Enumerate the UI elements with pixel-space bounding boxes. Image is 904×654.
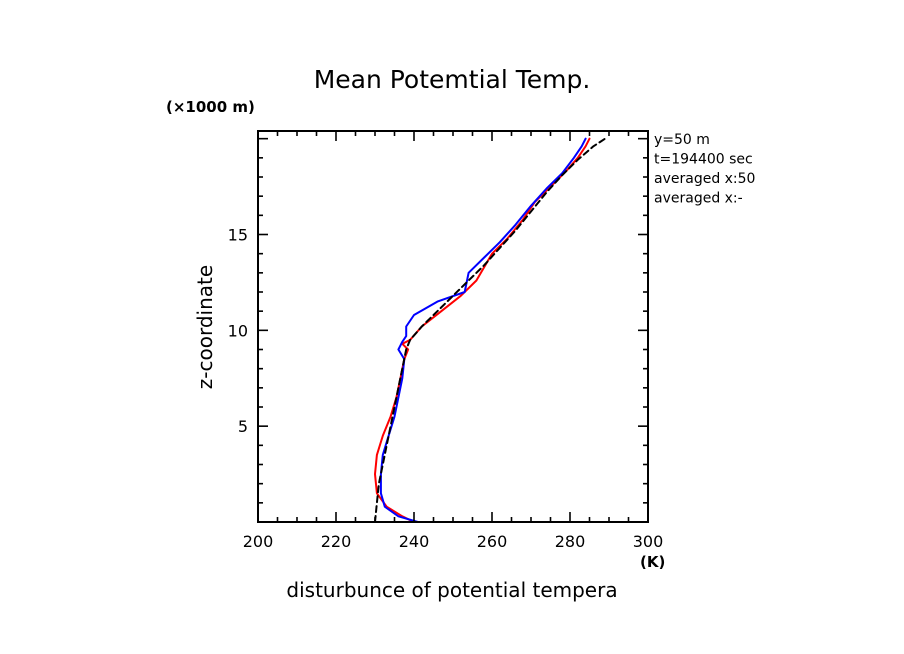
x-tick-label: 300 [633,532,664,551]
series-layer [374,137,607,522]
y-tick-label: 15 [228,226,248,245]
axes-layer: 200 220 240 260 280 300 5 10 15 [228,130,664,551]
annotation-line: y=50 m [654,132,710,148]
plot-frame [257,130,649,523]
y-tick-label: 10 [228,321,248,340]
x-unit-label: (K) [640,553,665,571]
x-tick-label: 240 [399,532,430,551]
x-tick-label: 260 [477,532,508,551]
x-axis-label: disturbunce of potential tempera [286,578,617,602]
x-tick-label: 200 [243,532,274,551]
annotation-line: averaged x:50 [654,171,755,187]
y-axis-label: z-coordinate [193,265,217,389]
annotation-line: t=194400 sec [654,152,753,168]
x-tick-label: 280 [555,532,586,551]
y-unit-label: (×1000 m) [166,98,255,116]
annotation-line: averaged x:- [654,191,743,207]
annotation-layer: y=50 m t=194400 sec averaged x:50 averaged … [654,132,755,207]
x-tick-label: 220 [321,532,352,551]
series-line-3 [374,137,607,522]
series-line-2 [379,137,587,522]
y-tick-label: 5 [238,417,248,436]
chart-title: Mean Potemtial Temp. [314,65,591,94]
